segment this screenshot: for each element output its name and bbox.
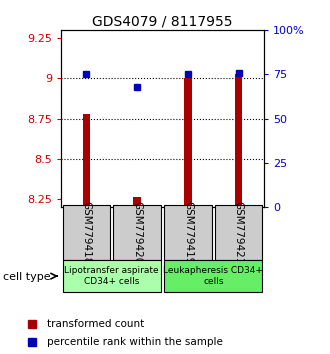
Text: transformed count: transformed count xyxy=(47,319,144,329)
Bar xyxy=(164,260,262,292)
Text: GSM779418: GSM779418 xyxy=(82,201,91,264)
Text: Lipotransfer aspirate
CD34+ cells: Lipotransfer aspirate CD34+ cells xyxy=(64,267,159,286)
Bar xyxy=(215,205,262,260)
Text: Leukapheresis CD34+
cells: Leukapheresis CD34+ cells xyxy=(163,267,263,286)
Text: percentile rank within the sample: percentile rank within the sample xyxy=(47,337,223,347)
Text: cell type: cell type xyxy=(3,272,51,282)
Bar xyxy=(82,114,90,207)
Title: GDS4079 / 8117955: GDS4079 / 8117955 xyxy=(92,15,233,29)
Text: GSM779419: GSM779419 xyxy=(183,201,193,264)
Bar xyxy=(63,260,161,292)
Bar xyxy=(113,205,161,260)
Bar xyxy=(133,198,141,207)
Bar xyxy=(235,74,243,207)
Bar xyxy=(164,205,212,260)
Text: GSM779420: GSM779420 xyxy=(132,201,142,264)
Text: GSM779421: GSM779421 xyxy=(234,201,244,264)
Bar xyxy=(63,205,110,260)
Bar xyxy=(184,78,192,207)
